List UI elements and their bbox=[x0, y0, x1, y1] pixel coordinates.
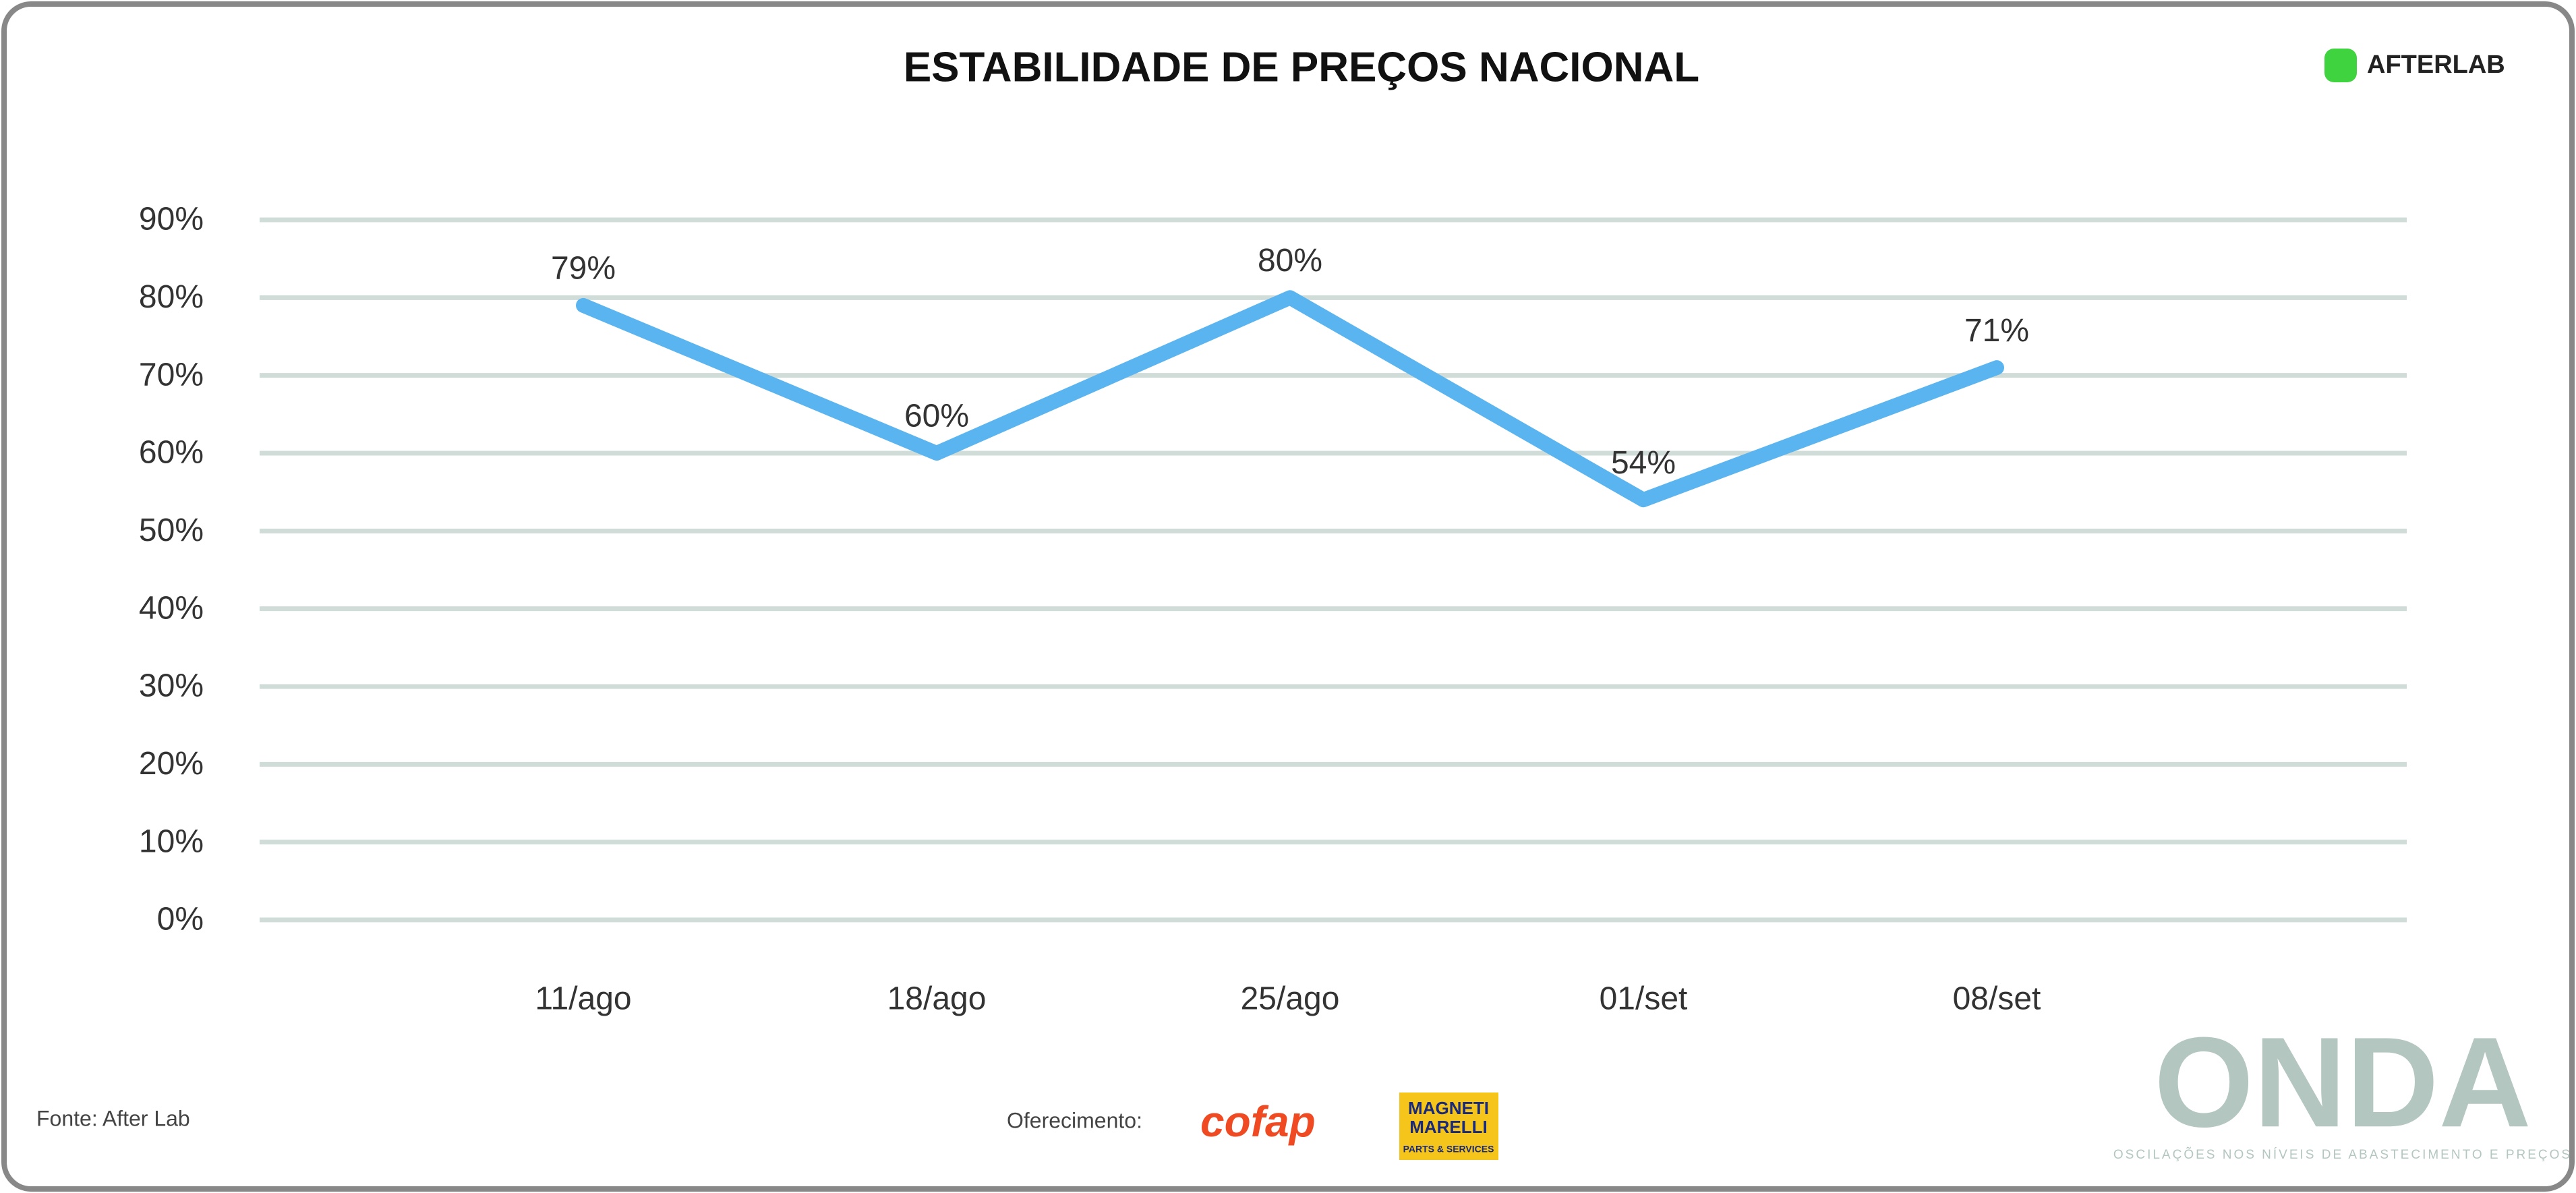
y-tick-label: 50% bbox=[139, 513, 204, 548]
y-tick-label: 60% bbox=[139, 435, 204, 471]
value-label: 79% bbox=[551, 251, 616, 287]
logo: AFTERLAB bbox=[2367, 51, 2505, 79]
y-tick-label: 70% bbox=[139, 357, 204, 392]
value-label: 71% bbox=[1964, 313, 2029, 349]
chart-title: ESTABILIDADE DE PREÇOS NACIONAL bbox=[904, 44, 1699, 90]
sponsor-sub: PARTS & SERVICES bbox=[1403, 1144, 1494, 1155]
y-tick-label: 80% bbox=[139, 279, 204, 315]
x-tick-label: 11/ago bbox=[535, 981, 631, 1017]
brand: ONDA bbox=[2154, 1011, 2531, 1154]
y-tick-label: 90% bbox=[139, 202, 204, 237]
sponsor-marelli: MARELLI bbox=[1409, 1117, 1488, 1137]
logo-icon bbox=[2324, 49, 2357, 82]
y-tick-label: 30% bbox=[139, 668, 204, 704]
x-tick-label: 25/ago bbox=[1241, 981, 1340, 1017]
brand-tagline: OSCILAÇÕES NOS NÍVEIS DE ABASTECIMENTO E… bbox=[2113, 1147, 2572, 1162]
y-tick-label: 0% bbox=[157, 902, 204, 937]
x-tick-label: 01/set bbox=[1600, 981, 1688, 1017]
value-label: 54% bbox=[1611, 445, 1676, 481]
x-tick-label: 08/set bbox=[1953, 981, 2041, 1017]
sponsor-box bbox=[1399, 1093, 1498, 1160]
value-label: 80% bbox=[1258, 243, 1322, 279]
line bbox=[576, 290, 2004, 508]
value-label: 60% bbox=[904, 399, 969, 434]
y-tick-label: 20% bbox=[139, 746, 204, 782]
x-tick-label: 18/ago bbox=[887, 981, 987, 1017]
y-tick-label: 40% bbox=[139, 590, 204, 626]
source: Fonte: After Lab bbox=[36, 1106, 190, 1130]
sponsor-magneti: MAGNETI bbox=[1408, 1098, 1489, 1118]
sponsor-label: Oferecimento: bbox=[1007, 1108, 1142, 1132]
y-tick-label: 10% bbox=[139, 823, 204, 859]
sponsor-cofap: cofap bbox=[1200, 1097, 1316, 1146]
